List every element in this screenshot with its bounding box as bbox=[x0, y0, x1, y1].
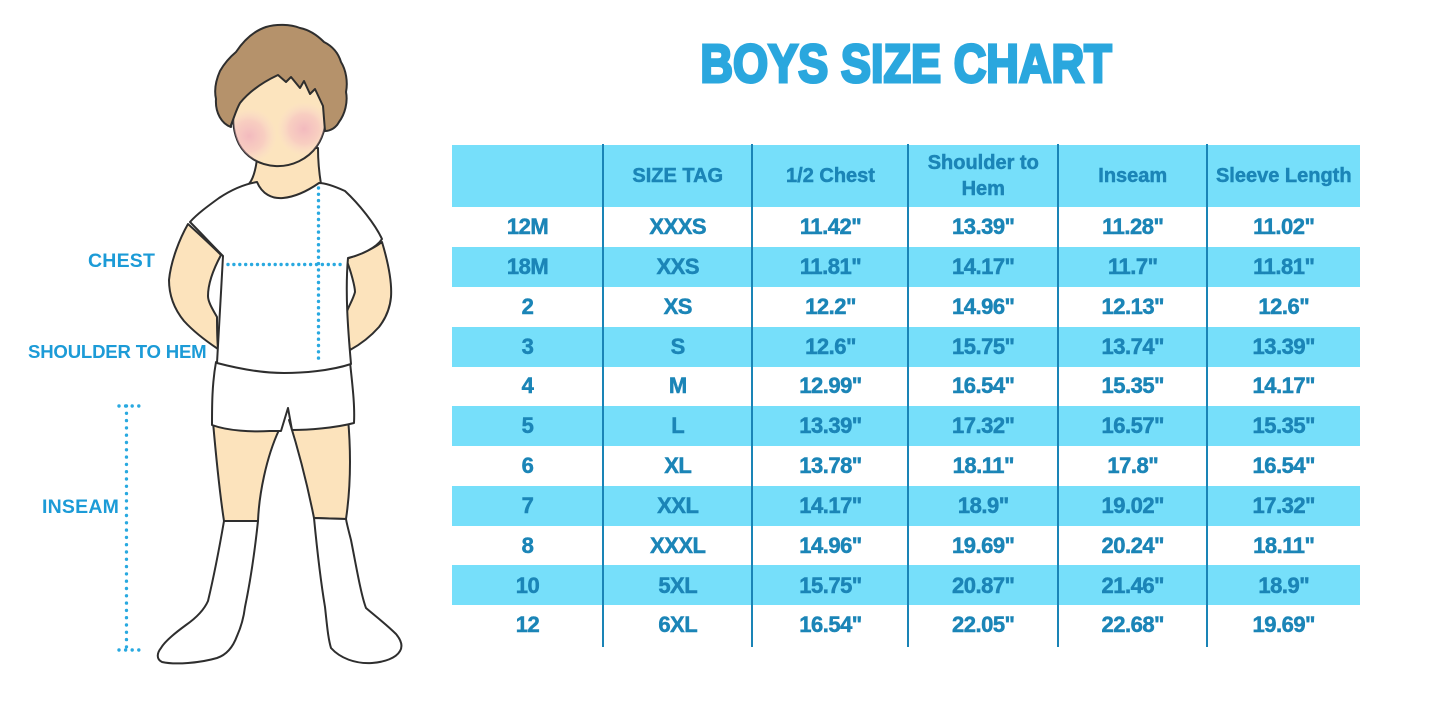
svg-text:SHOULDER TO HEM: SHOULDER TO HEM bbox=[28, 341, 206, 362]
svg-text:INSEAM: INSEAM bbox=[42, 496, 119, 518]
svg-text:CHEST: CHEST bbox=[88, 250, 155, 272]
